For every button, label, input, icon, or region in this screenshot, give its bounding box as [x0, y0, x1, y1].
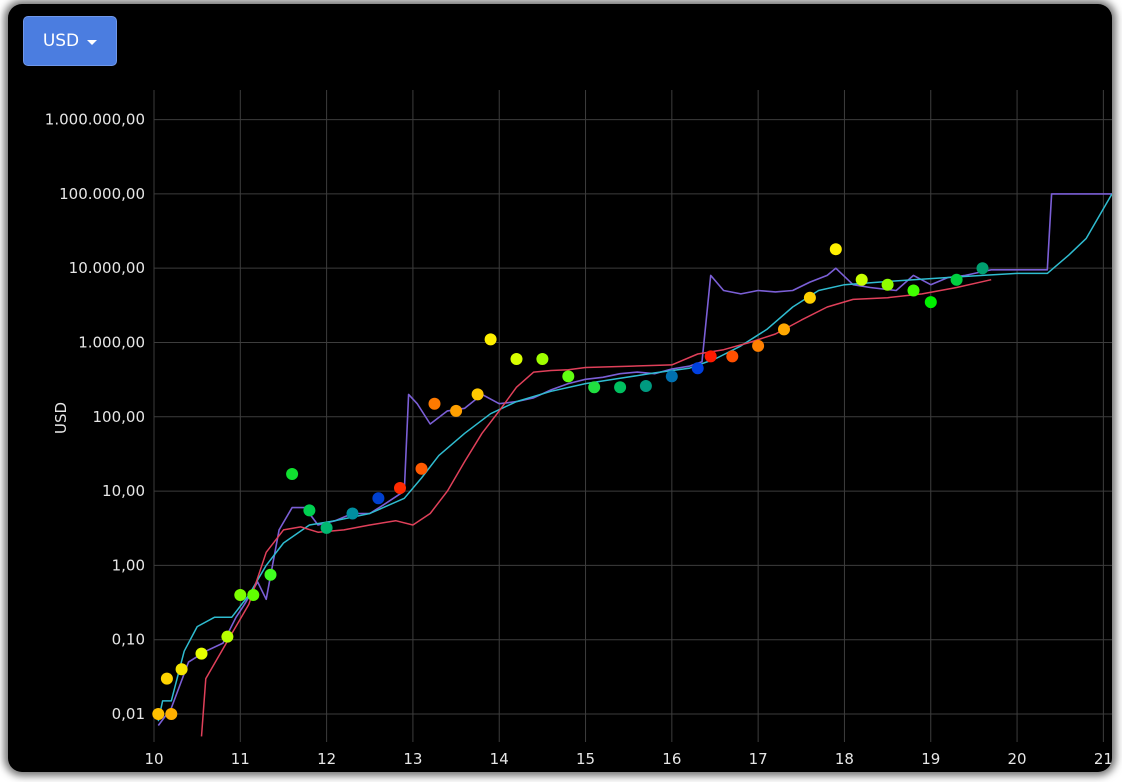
data-point	[614, 381, 627, 394]
x-tick-label: 21	[1094, 750, 1112, 768]
data-point	[394, 482, 406, 494]
data-point	[372, 492, 385, 505]
data-point	[855, 273, 868, 286]
data-point	[803, 291, 816, 304]
data-point	[536, 353, 549, 365]
data-point	[247, 589, 260, 601]
data-point	[286, 468, 299, 480]
series-line-2	[200, 278, 992, 737]
data-point	[704, 350, 717, 363]
x-tick-label: 20	[1008, 750, 1027, 768]
data-point	[950, 273, 963, 286]
axis-ticks: 10 11 12 13 14 15 16 17 18 19 20 21 0,01 0,10 1,00 10,0…	[45, 111, 1112, 768]
y-tick-label: 0,01	[112, 705, 145, 723]
data-point	[415, 462, 428, 475]
data-point	[195, 647, 208, 660]
y-tick-label: 10.000,00	[69, 259, 145, 277]
caret-down-icon	[87, 39, 98, 45]
chart-frame: USD 10 11 12 13 14 15 16 17 18 19 20 21 0,01 0,10 1,00…	[8, 4, 1112, 772]
data-point	[752, 339, 765, 352]
y-tick-label: 1.000.000,00	[45, 111, 145, 129]
data-point	[924, 296, 937, 309]
grid	[153, 90, 1112, 742]
x-tick-label: 11	[231, 750, 250, 768]
x-tick-label: 18	[835, 750, 854, 768]
x-tick-label: 19	[921, 750, 940, 768]
data-point	[976, 262, 989, 275]
series-line-0	[157, 193, 1112, 726]
x-tick-label: 13	[403, 750, 422, 768]
data-point	[665, 370, 678, 383]
data-point	[829, 243, 842, 256]
x-tick-label: 17	[749, 750, 768, 768]
y-tick-label: 10,00	[102, 482, 145, 500]
data-point	[450, 404, 463, 417]
data-point	[428, 397, 441, 410]
data-point	[691, 362, 704, 375]
data-point	[165, 708, 178, 720]
y-tick-label: 100,00	[93, 408, 146, 426]
data-point	[726, 350, 739, 363]
data-point	[221, 630, 234, 643]
y-axis-label: USD	[52, 402, 70, 434]
x-tick-label: 15	[576, 750, 595, 768]
data-point	[160, 672, 173, 685]
y-tick-label: 1.000,00	[78, 333, 145, 351]
data-point	[346, 507, 359, 520]
x-tick-label: 16	[662, 750, 681, 768]
currency-label: USD	[42, 31, 80, 51]
data-point	[471, 388, 484, 401]
data-point	[152, 708, 165, 720]
data-point	[510, 353, 523, 365]
y-tick-label: 1,00	[112, 556, 145, 574]
x-tick-label: 14	[490, 750, 509, 768]
data-point	[639, 380, 652, 392]
series-line-1	[157, 193, 1112, 722]
currency-dropdown-button[interactable]: USD	[23, 16, 117, 66]
data-point	[175, 663, 188, 676]
data-point	[264, 568, 277, 581]
x-tick-label: 12	[317, 750, 336, 768]
y-tick-label: 100.000,00	[59, 185, 145, 203]
data-point	[234, 589, 247, 601]
series	[152, 193, 1112, 737]
data-point	[562, 370, 575, 383]
data-point	[881, 278, 894, 291]
data-point	[588, 381, 601, 394]
x-tick-label: 10	[144, 750, 163, 768]
data-point	[320, 521, 333, 534]
data-point	[484, 333, 497, 346]
data-point	[303, 504, 316, 517]
data-point	[907, 284, 920, 297]
y-tick-label: 0,10	[112, 631, 145, 649]
price-chart: 10 11 12 13 14 15 16 17 18 19 20 21 0,01 0,10 1,00 10,0…	[45, 90, 1112, 768]
data-point	[778, 323, 790, 336]
